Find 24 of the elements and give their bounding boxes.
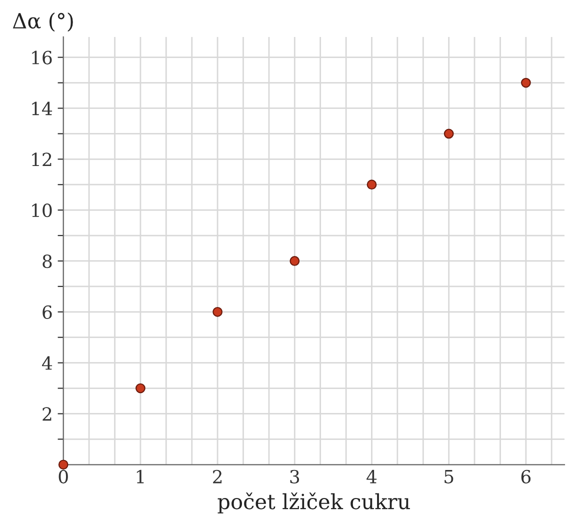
point: [58, 460, 68, 470]
y-tick-label: 12: [32, 152, 52, 166]
y-tick-label: 2: [42, 407, 52, 421]
y-tick-label: 10: [32, 204, 52, 218]
point: [520, 78, 531, 88]
x-tick-label: 5: [444, 470, 454, 484]
point: [136, 383, 146, 394]
point: [290, 256, 300, 266]
x-tick-label: 0: [58, 470, 68, 484]
x-axis-title: počet lžiček cukru: [218, 492, 410, 514]
point: [212, 306, 222, 317]
x-tick-label: 2: [213, 470, 222, 484]
x-tick-label: 4: [366, 470, 377, 484]
point: [366, 180, 377, 190]
y-tick-label: 4: [42, 356, 52, 370]
point: [444, 128, 454, 139]
y-tick-label: 14: [32, 102, 52, 116]
y-tick-label: 6: [42, 305, 52, 320]
y-axis-title: Δα (°): [12, 12, 73, 32]
x-tick-label: 6: [521, 470, 531, 484]
y-tick-label: 16: [32, 50, 52, 64]
y-tick-label: 8: [42, 254, 52, 268]
x-tick-label: 3: [290, 470, 300, 484]
x-tick-label: 1: [136, 470, 144, 484]
